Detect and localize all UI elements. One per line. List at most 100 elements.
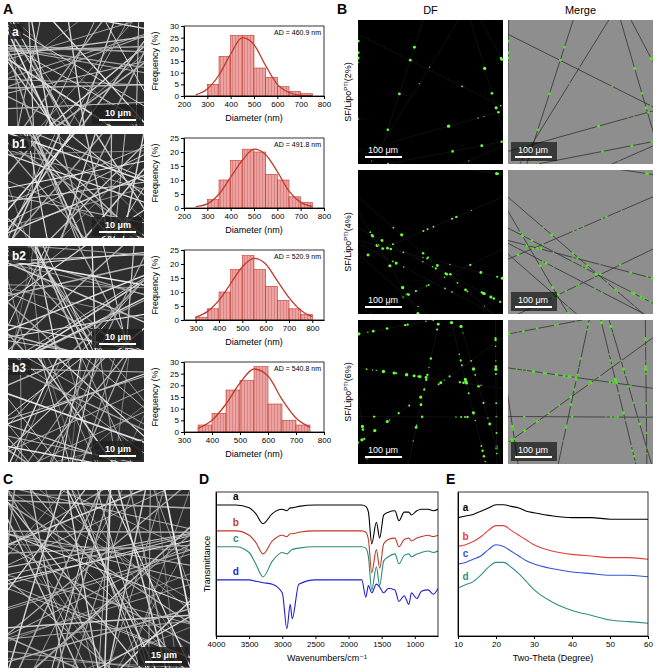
fluorescent-dot	[436, 264, 439, 267]
fluorescent-dot	[553, 266, 555, 268]
tick-label: 5	[175, 416, 180, 425]
tick-label: 2000	[340, 640, 358, 649]
tick: 700	[294, 96, 308, 109]
fluorescent-dot	[462, 382, 464, 384]
fluorescent-dot	[373, 416, 375, 418]
fluorescent-dot	[646, 453, 648, 455]
fluorescent-dot	[575, 376, 578, 379]
fluorescent-dot	[425, 379, 427, 381]
fluorescent-dot	[572, 261, 574, 263]
fiber	[8, 358, 144, 462]
bar	[266, 77, 278, 96]
tick: 0	[175, 428, 184, 437]
fluorescent-dot	[413, 440, 414, 441]
fluorescent-dot	[571, 416, 573, 418]
fluorescent-dot	[594, 288, 596, 290]
fluorescent-dot	[408, 405, 410, 407]
tick-mark	[181, 38, 184, 39]
tick-mark	[289, 320, 290, 323]
fluorescent-dot	[423, 389, 425, 391]
fluorescent-dot	[491, 92, 494, 95]
tick-label: 3500	[241, 640, 259, 649]
fluorescent-dot	[483, 293, 485, 295]
tick-label: 400	[206, 436, 220, 445]
fiber	[8, 22, 84, 126]
tick-label: 15	[170, 393, 179, 402]
fluorescent-dot	[461, 364, 463, 366]
tick-mark	[181, 374, 184, 375]
figure: ABCDEa10 μmb110 μmb210 μmb310 μm15 μmDFM…	[0, 0, 658, 672]
tick: 400	[224, 208, 238, 221]
fluorescent-dot	[567, 306, 568, 307]
series-line	[216, 505, 438, 544]
fluorescent-dot	[576, 374, 578, 376]
tick-mark	[181, 278, 184, 279]
tick-mark	[254, 96, 255, 99]
fluorescent-dot	[401, 286, 404, 289]
fluorescent-dot	[472, 367, 475, 370]
tick-mark	[181, 96, 184, 97]
row-label-part: (6%)	[343, 362, 353, 381]
fiber	[27, 490, 190, 668]
fluorescent-dot	[569, 375, 572, 378]
tick-mark	[231, 208, 232, 211]
fiber	[358, 170, 503, 314]
fiber	[8, 246, 144, 350]
fluorescent-dot	[488, 423, 491, 426]
fluorescent-dot	[358, 51, 360, 54]
fluorescent-dot	[426, 285, 428, 287]
fluorescent-dot	[566, 312, 569, 314]
image-content	[358, 170, 503, 314]
tick: 500	[234, 432, 248, 445]
fluorescent-dot	[585, 267, 587, 269]
fluorescent-dot	[481, 291, 483, 293]
tick: 15	[170, 162, 184, 171]
tick-label: 200	[178, 100, 192, 109]
fluorescent-dot	[545, 372, 547, 374]
fluorescent-dot	[425, 376, 428, 379]
fiber	[358, 20, 503, 164]
fluorescent-dot	[573, 388, 575, 390]
bar	[198, 425, 212, 432]
label-patch	[511, 442, 557, 461]
plot-frame	[184, 250, 324, 320]
fluorescent-dot	[444, 277, 445, 278]
fluorescent-dot	[614, 416, 616, 418]
tick-mark	[296, 432, 297, 435]
label-patch	[511, 142, 557, 161]
fluorescent-dot	[577, 228, 579, 230]
fluorescent-dot	[366, 368, 368, 370]
fluorescent-dot	[572, 230, 574, 232]
fluorescent-dot	[387, 128, 390, 131]
fiber	[8, 490, 57, 668]
fluorescent-dot	[494, 365, 497, 368]
fiber	[494, 320, 500, 464]
tick-label: 25	[170, 34, 179, 43]
fiber	[508, 20, 653, 164]
fluorescent-dot	[480, 144, 483, 147]
tick-label: 30	[170, 358, 179, 367]
axis-line	[459, 636, 649, 637]
tick: 15	[170, 393, 184, 402]
fluorescent-dot	[395, 262, 398, 265]
fluorescent-dot	[517, 332, 518, 333]
tick-mark	[324, 96, 325, 99]
plot-frame	[184, 138, 324, 208]
fluorescent-dot	[450, 321, 453, 324]
x-axis-title: Two-Theta (Degree)	[513, 653, 594, 663]
x-axis: 300400500600700800	[178, 432, 332, 445]
tick-mark	[181, 306, 184, 307]
row-label-part: (2%)	[343, 62, 353, 81]
fiber	[8, 22, 144, 126]
x-axis-title: Diameter (nm)	[225, 113, 283, 123]
darkfield-image: 100 μm	[102, 38, 658, 537]
tick-mark	[181, 409, 184, 410]
fluorescent-dot	[428, 284, 430, 286]
series-label: b	[463, 531, 469, 542]
fluorescent-dot	[605, 416, 606, 417]
fluorescent-dot	[415, 290, 417, 292]
fluorescent-dot	[358, 58, 359, 59]
scale-bar-label: 100 μm	[518, 145, 548, 155]
tick-label: 300	[201, 212, 215, 221]
fiber	[508, 415, 653, 418]
